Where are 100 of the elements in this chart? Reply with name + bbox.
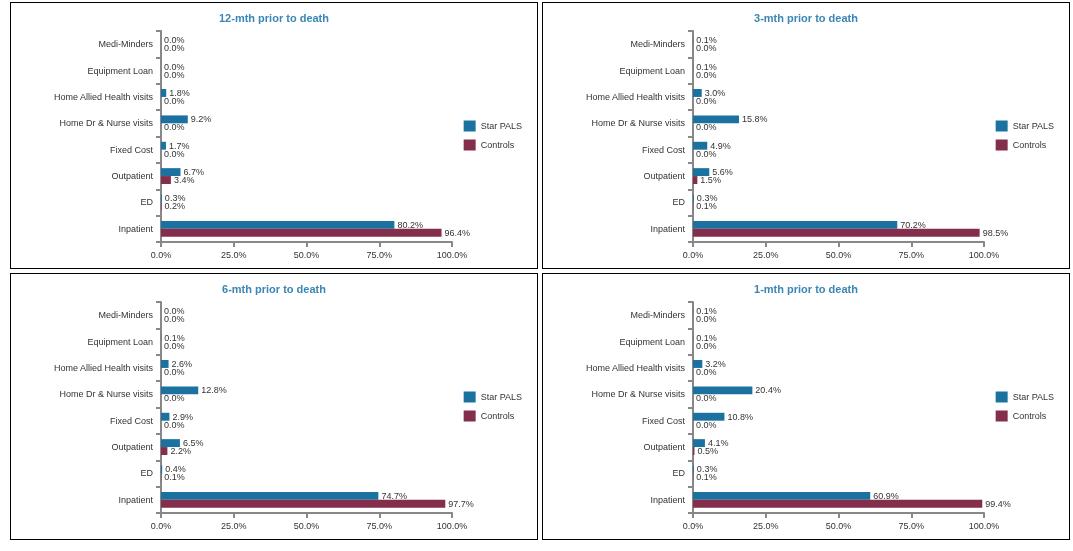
data-label: 1.5%	[700, 175, 721, 186]
data-label: 4.9%	[710, 140, 731, 151]
y-tick-label: Home Dr & Nurse visits	[591, 118, 686, 129]
y-tick-label: Home Allied Health visits	[585, 91, 686, 102]
data-label: 15.8%	[741, 114, 768, 125]
bar	[161, 141, 166, 150]
bar	[161, 386, 199, 395]
y-tick-label: Fixed Cost	[109, 415, 154, 426]
y-tick-label: ED	[140, 468, 154, 479]
x-tick-label: 25.0%	[220, 249, 247, 260]
y-tick-label: Equipment Loan	[87, 336, 153, 347]
bar	[161, 168, 181, 177]
data-label: 0.0%	[164, 35, 185, 46]
y-tick-label: Inpatient	[118, 223, 154, 234]
data-label: 97.7%	[448, 498, 474, 509]
y-tick-label: Home Dr & Nurse visits	[591, 389, 686, 400]
bar	[161, 89, 167, 97]
x-tick-label: 50.0%	[293, 520, 320, 531]
data-label: 0.3%	[696, 193, 718, 204]
x-tick-label: 50.0%	[825, 249, 852, 260]
data-label: 0.0%	[164, 393, 185, 404]
x-tick-label: 25.0%	[220, 520, 247, 531]
data-label: 0.0%	[696, 314, 717, 325]
data-label: 0.0%	[696, 122, 717, 133]
data-label: 0.1%	[696, 35, 717, 46]
data-label: 6.7%	[183, 167, 205, 178]
data-label: 3.0%	[704, 87, 726, 98]
data-label: 1.8%	[169, 87, 190, 98]
bar	[693, 412, 725, 421]
chart-title: 1-mth prior to death	[754, 282, 859, 295]
x-tick-label: 50.0%	[293, 249, 320, 260]
y-tick-label: Outpatient	[111, 442, 154, 453]
data-label: 10.8%	[727, 411, 753, 422]
data-label: 1.7%	[168, 140, 190, 151]
bar	[161, 220, 395, 229]
legend-label: Star PALS	[480, 121, 523, 131]
x-tick-label: 75.0%	[366, 520, 393, 531]
data-label: 0.0%	[164, 366, 185, 377]
data-label: 0.0%	[164, 43, 185, 54]
legend-label: Star PALS	[1012, 392, 1055, 402]
data-label: 0.0%	[164, 340, 185, 351]
bar	[693, 141, 708, 150]
legend-label: Controls	[480, 140, 515, 150]
y-tick-label: Fixed Cost	[641, 415, 686, 426]
data-label: 0.1%	[164, 332, 185, 343]
bar	[693, 360, 703, 368]
y-tick-label: Home Allied Health visits	[585, 362, 686, 373]
bar	[161, 412, 170, 421]
y-tick-label: ED	[140, 197, 154, 208]
data-label: 70.2%	[900, 219, 926, 230]
bar	[161, 115, 188, 124]
data-label: 0.3%	[696, 464, 718, 475]
bar	[693, 386, 753, 395]
bar	[693, 491, 871, 500]
y-tick-label: Fixed Cost	[109, 144, 154, 155]
x-tick-label: 25.0%	[752, 520, 779, 531]
x-tick-label: 100.0%	[968, 249, 1000, 260]
bar	[161, 447, 168, 455]
data-label: 0.0%	[696, 340, 717, 351]
data-label: 0.4%	[165, 464, 186, 475]
chart-title: 3-mth prior to death	[754, 11, 859, 24]
x-tick-label: 0.0%	[682, 520, 704, 531]
y-tick-label: Equipment Loan	[87, 65, 153, 76]
y-tick-label: Outpatient	[643, 171, 686, 182]
bar	[693, 499, 983, 508]
legend-label: Controls	[1012, 411, 1047, 421]
y-tick-label: ED	[672, 197, 686, 208]
data-label: 0.0%	[696, 95, 717, 106]
data-label: 0.0%	[164, 314, 185, 325]
bar	[693, 89, 702, 97]
y-tick-label: Home Allied Health visits	[53, 362, 154, 373]
legend-label: Controls	[480, 411, 515, 421]
data-label: 0.0%	[164, 69, 185, 80]
data-label: 0.1%	[164, 472, 185, 483]
y-tick-label: Inpatient	[650, 494, 686, 505]
data-label: 60.9%	[873, 490, 899, 501]
legend-label: Controls	[1012, 140, 1047, 150]
data-label: 20.4%	[755, 385, 781, 396]
x-tick-label: 25.0%	[752, 249, 779, 260]
y-tick-label: Home Dr & Nurse visits	[59, 118, 154, 129]
x-tick-label: 100.0%	[436, 249, 468, 260]
data-label: 2.6%	[171, 358, 193, 369]
data-label: 96.4%	[444, 227, 471, 238]
data-label: 99.4%	[985, 498, 1011, 509]
legend-label: Star PALS	[480, 392, 523, 402]
data-label: 12.8%	[201, 385, 227, 396]
data-label: 0.0%	[696, 148, 717, 159]
chart-title: 6-mth prior to death	[222, 282, 327, 295]
data-label: 0.0%	[696, 43, 717, 54]
data-label: 0.1%	[696, 472, 717, 483]
data-label: 74.7%	[381, 490, 407, 501]
data-label: 6.5%	[182, 438, 204, 449]
x-tick-label: 100.0%	[436, 520, 468, 531]
data-label: 3.2%	[705, 358, 726, 369]
data-label: 0.0%	[696, 393, 717, 404]
x-tick-label: 0.0%	[150, 520, 172, 531]
y-tick-label: Medi-Minders	[630, 39, 686, 50]
data-label: 0.0%	[696, 69, 717, 80]
bar	[161, 439, 180, 448]
y-tick-label: Outpatient	[111, 171, 154, 182]
